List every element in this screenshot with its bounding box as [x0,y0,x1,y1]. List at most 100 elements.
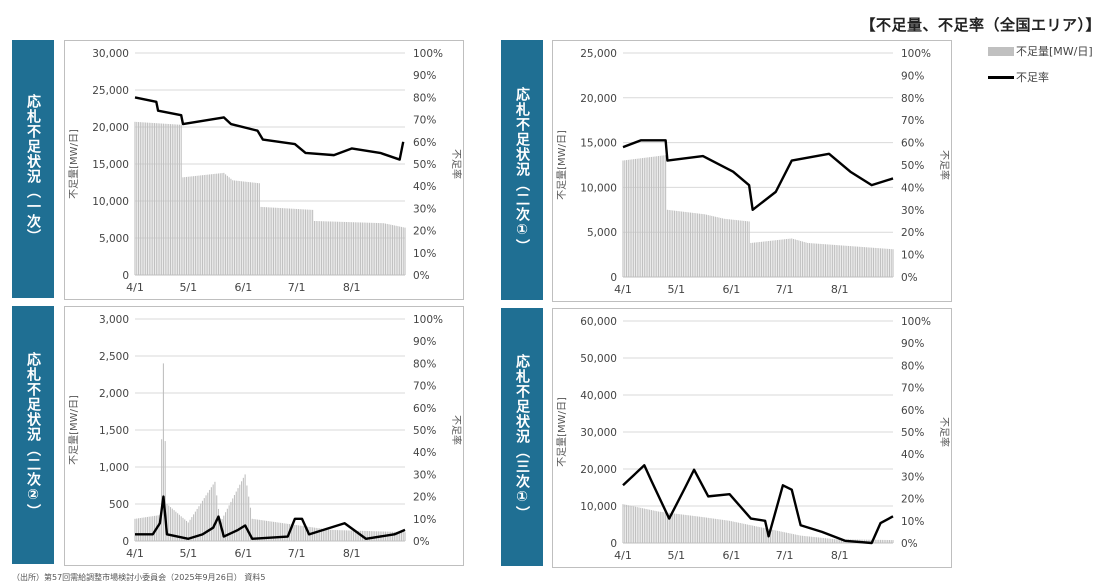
bar [743,523,745,543]
bar [209,174,211,275]
y-axis-title: 不足量[MW/日] [556,130,568,200]
bar [689,212,692,277]
y2-tick-label: 80% [901,360,924,372]
bar [244,181,246,275]
bar [322,528,324,541]
bar [219,173,221,275]
bar [402,532,404,541]
bar [839,539,841,543]
x-tick-label: 6/1 [723,283,741,296]
bar [392,531,394,541]
bar [880,539,882,543]
bar [347,222,349,275]
bar [732,521,734,543]
y2-tick-label: 10% [413,514,436,526]
bar [280,208,282,275]
bar [207,174,209,275]
bar [283,208,285,275]
bar [768,241,770,277]
bar [271,207,273,275]
bar [287,523,289,541]
y-tick-label: 500 [109,499,129,511]
y-axis-title: 不足量[MW/日] [556,397,568,467]
bar [757,242,759,277]
bar [695,213,697,277]
y2-tick-label: 0% [901,538,918,550]
panel-side-label-text: 応札不足状況（三次①） [514,353,530,521]
bar [296,525,298,541]
bar [138,518,140,541]
bar [885,248,887,277]
bar [365,530,367,541]
line-series [135,495,406,540]
bar [139,518,141,541]
bar [705,214,708,277]
bar [258,183,260,275]
bar [737,220,740,277]
bar [828,538,830,543]
bar [771,240,773,277]
bar [803,241,805,277]
y-tick-label: 2,000 [99,388,129,400]
bar [230,178,232,275]
bar [737,522,740,543]
bar [191,517,193,541]
bar [358,222,360,275]
bar [248,182,250,275]
bar [748,221,750,277]
bar [878,539,880,543]
legend-item-bars: 不足量[MW/日] [988,42,1093,60]
bar [267,521,269,541]
y2-tick-label: 30% [413,203,436,215]
bar [755,242,757,277]
y-tick-label: 30,000 [92,48,129,60]
bar [265,207,267,275]
bar [326,529,328,541]
bar [265,520,267,541]
bar [162,363,164,541]
bar [819,243,821,277]
bar [340,530,342,541]
bar [139,122,141,276]
bar [666,209,668,277]
bar [161,123,163,275]
y-tick-label: 15,000 [92,159,129,171]
bar [344,530,346,541]
legend-line-swatch [988,75,1014,79]
bar [787,533,789,543]
x-tick-label: 4/1 [126,547,144,560]
bar [322,221,324,275]
bar [675,513,677,543]
bar [360,222,362,275]
bar [304,209,307,275]
bar [734,219,736,277]
bar [237,180,239,275]
bar [714,518,716,543]
bar [867,539,869,543]
bar [840,539,843,543]
source-note: （出所）第57回需給調整市場検討小委員会（2025年9月26日） 資料5 [12,573,266,582]
bar [819,537,821,543]
bar [698,516,700,543]
bar [636,158,638,277]
bar [187,522,189,541]
bar [146,516,148,541]
bar [249,507,252,541]
bar [285,523,287,541]
bar [636,507,638,543]
bar [673,513,676,543]
bar [872,247,875,277]
bar [721,218,724,277]
bar [331,221,333,275]
bar [367,531,369,541]
bar [150,516,152,541]
bar [654,156,656,277]
x-tick-label: 7/1 [288,547,306,560]
y2-tick-label: 0% [901,272,918,284]
bar [764,528,766,543]
bar [746,221,748,277]
bar [200,503,202,541]
bar [294,524,296,541]
y2-tick-label: 60% [901,405,924,417]
x-tick-label: 6/1 [235,281,253,294]
